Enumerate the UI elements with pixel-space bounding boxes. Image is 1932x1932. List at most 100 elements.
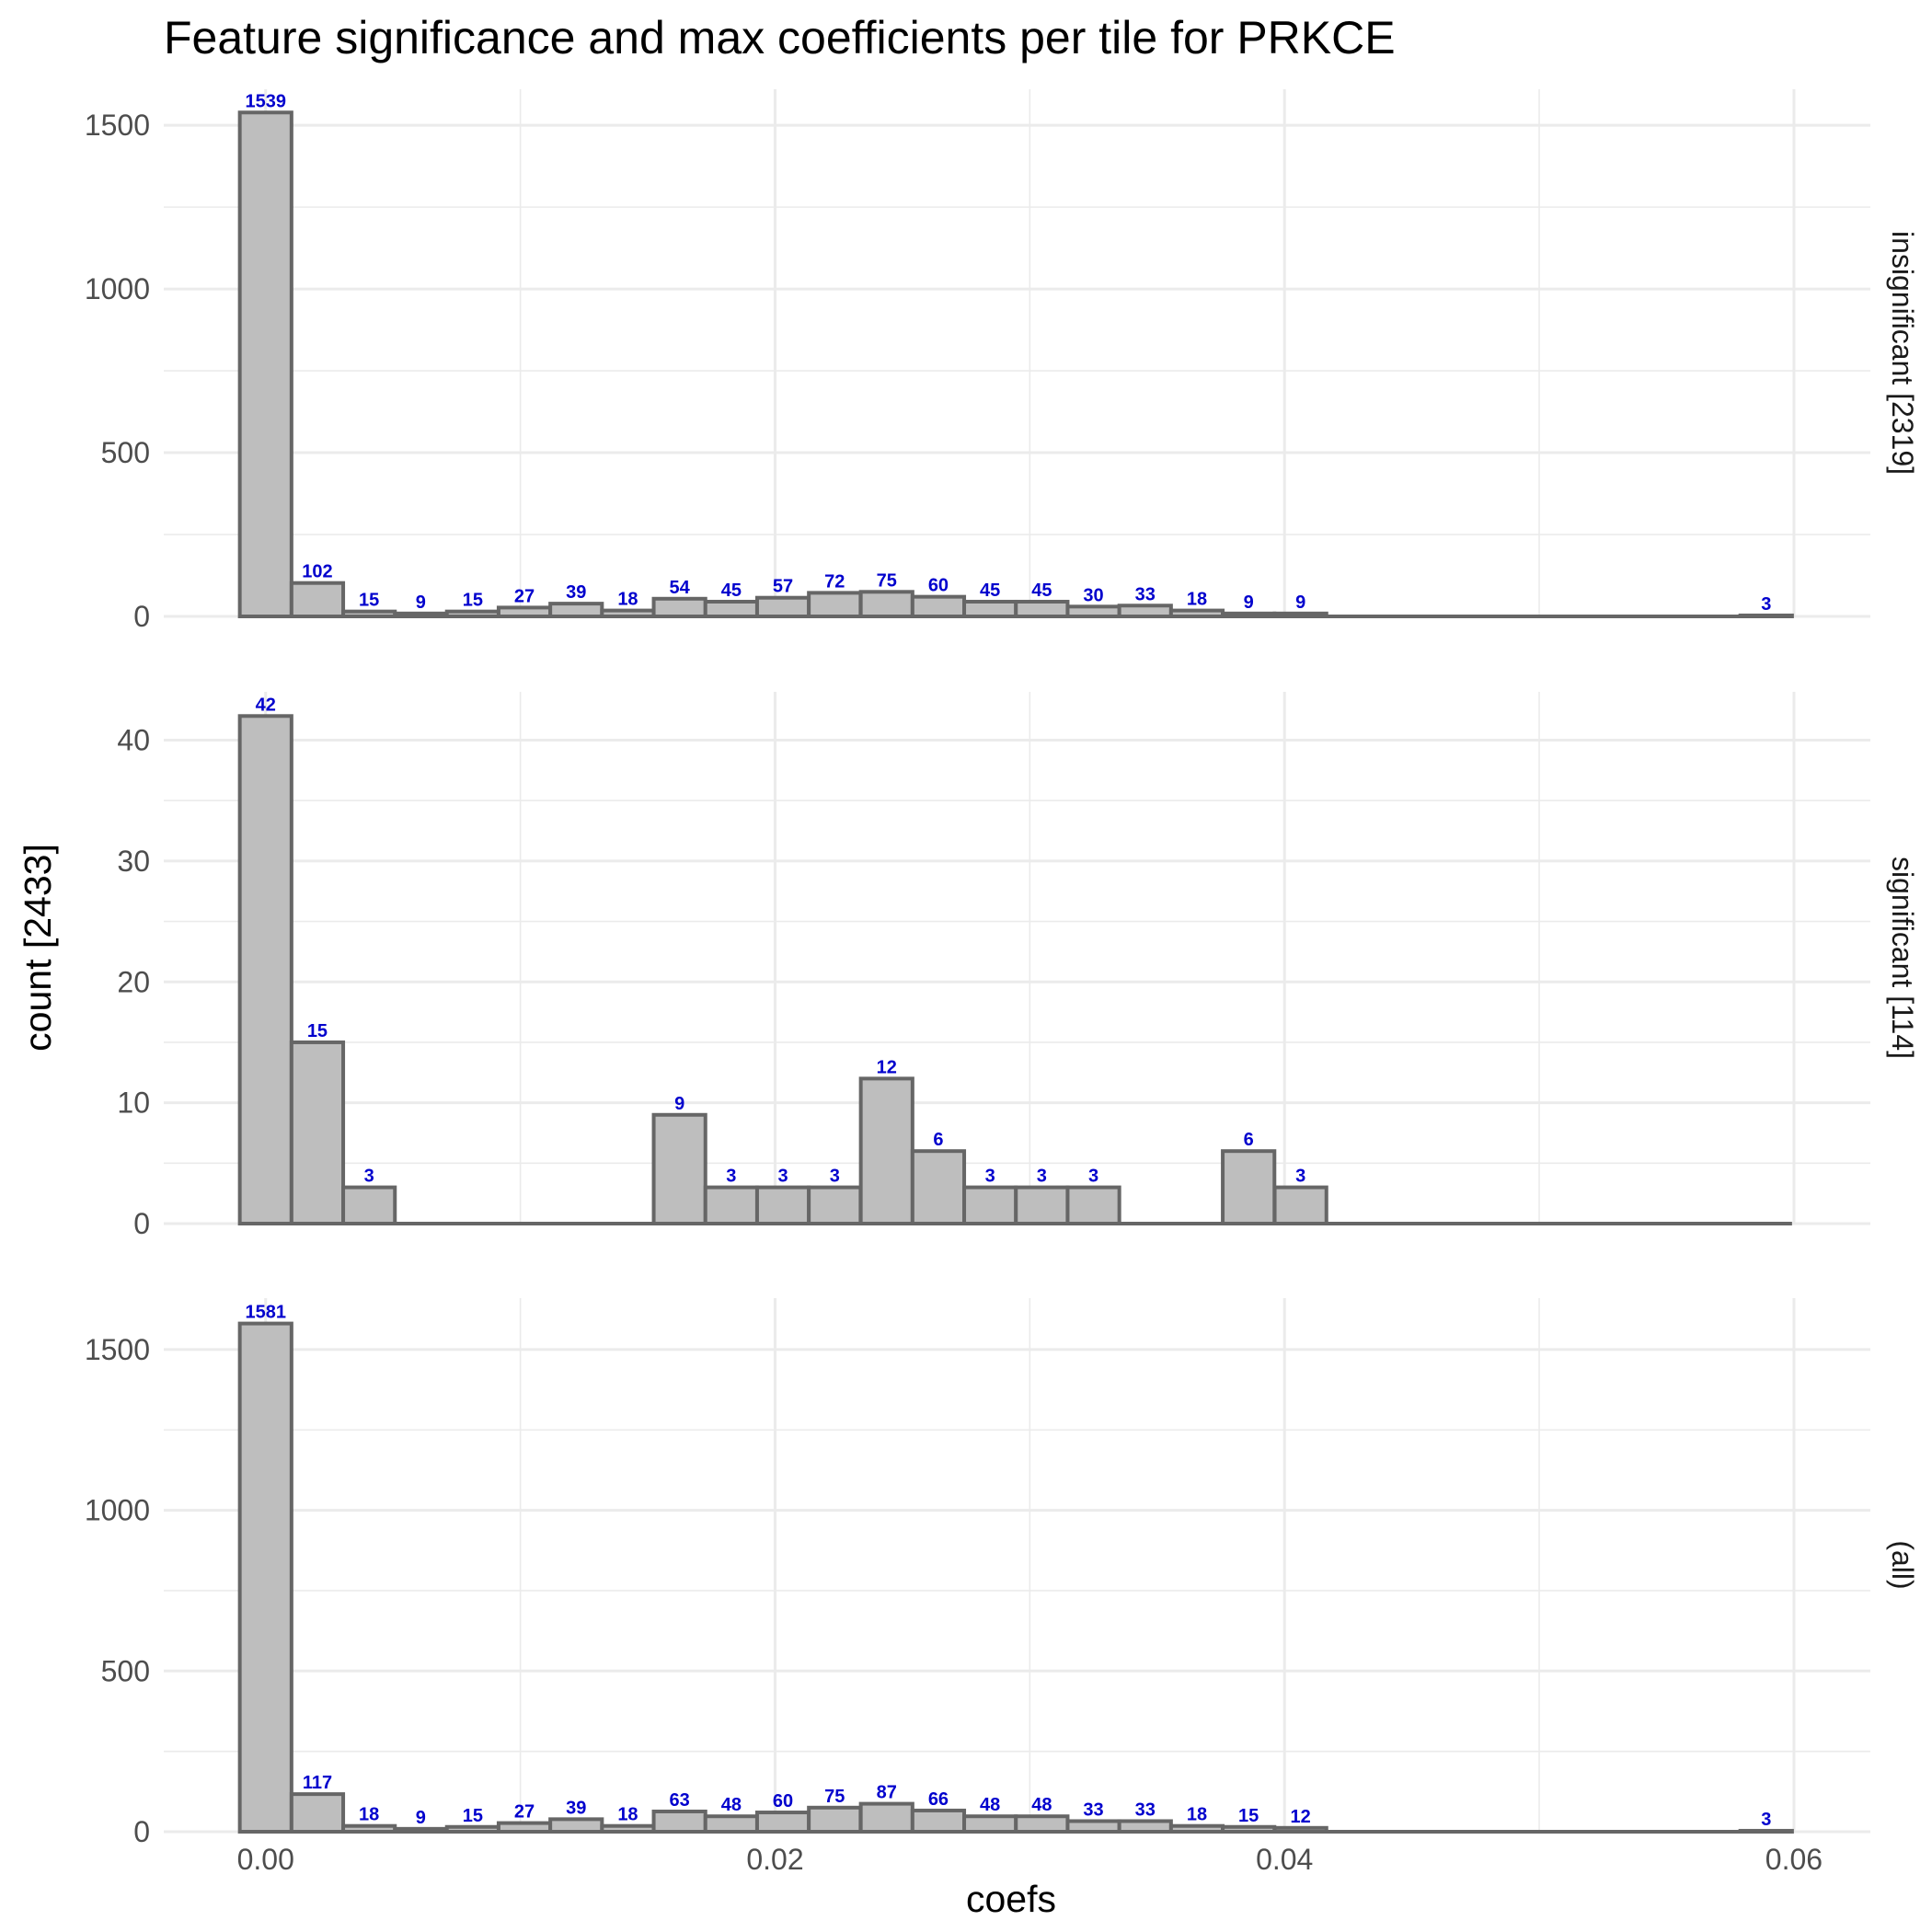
y-tick-label: 1500 (85, 1333, 150, 1366)
bar (703, 1814, 759, 1834)
x-tick-label: 0.06 (1765, 1843, 1823, 1876)
bar (444, 1824, 500, 1834)
bar (910, 1808, 967, 1834)
bar (600, 608, 656, 619)
panel-significant-114: 0 10 20 30 40 42 15 3 9 3 3 3 12 6 3 3 3 6 3 significant [1… (117, 692, 1919, 1240)
data-label: 45 (721, 581, 742, 601)
data-label: 3 (1761, 594, 1771, 615)
bar (1272, 611, 1328, 618)
bar (1738, 613, 1794, 619)
data-label: 18 (1187, 1805, 1207, 1825)
facet-strip-label: (all) (1886, 1540, 1919, 1589)
bar (496, 605, 553, 619)
y-tick-label: 0 (133, 600, 150, 633)
data-label: 15 (307, 1021, 328, 1041)
y-tick-label: 10 (117, 1087, 150, 1120)
data-label: 12 (1291, 1807, 1311, 1827)
data-label: 9 (1244, 592, 1254, 613)
bar (341, 1185, 397, 1226)
bar (289, 581, 346, 618)
facet-strip-label: significant [114] (1886, 857, 1919, 1059)
bar (1221, 611, 1277, 618)
data-label: 3 (985, 1167, 995, 1187)
panel-all: 0 500 1000 1500 1581 117 18 9 15 27 39 18 63 48 60 75 87… (85, 1298, 1919, 1848)
data-label: 42 (256, 695, 276, 715)
bar (910, 594, 967, 618)
x-tick-label: 0.04 (1256, 1843, 1313, 1876)
y-tick-label: 0 (133, 1815, 150, 1848)
data-label: 15 (463, 1806, 483, 1826)
y-tick-label: 500 (101, 436, 150, 469)
bar (1117, 1819, 1173, 1834)
data-label: 48 (1031, 1795, 1052, 1815)
data-label: 27 (514, 1802, 535, 1823)
data-label: 15 (359, 591, 379, 611)
bar (1221, 1149, 1277, 1225)
x-tick-label: 0.00 (237, 1843, 294, 1876)
bar (237, 110, 293, 619)
bar (858, 1076, 914, 1226)
bar (1117, 604, 1173, 618)
data-label: 9 (416, 592, 426, 613)
bar (496, 1821, 553, 1834)
data-label: 3 (1761, 1810, 1771, 1830)
data-label: 33 (1083, 1800, 1103, 1820)
y-tick-label: 1000 (85, 272, 150, 305)
bar (341, 1823, 397, 1834)
data-label: 3 (1037, 1167, 1047, 1187)
y-tick-label: 1500 (85, 109, 150, 142)
bar (754, 1185, 811, 1226)
bar (651, 1809, 707, 1834)
bar (1065, 1819, 1121, 1834)
data-label: 3 (1295, 1167, 1305, 1187)
data-label: 9 (1295, 592, 1305, 613)
bar (858, 590, 914, 618)
data-label: 39 (566, 1798, 586, 1818)
bar (1065, 1185, 1121, 1226)
y-tick-label: 0 (133, 1207, 150, 1240)
data-label: 3 (1088, 1167, 1098, 1187)
bar (393, 1826, 449, 1834)
data-label: 54 (670, 578, 691, 598)
y-tick-label: 40 (117, 724, 150, 757)
bar (962, 599, 1018, 619)
data-label: 3 (726, 1167, 736, 1187)
bar (548, 602, 604, 618)
data-label: 87 (877, 1783, 897, 1803)
data-label: 3 (364, 1167, 374, 1187)
data-label: 3 (777, 1167, 788, 1187)
bar (910, 1149, 967, 1225)
bar (754, 595, 811, 619)
x-axis-title: coefs (966, 1878, 1056, 1920)
data-label: 45 (980, 581, 1000, 601)
data-label: 6 (1244, 1130, 1254, 1150)
data-label: 75 (877, 570, 897, 591)
chart-title: Feature significance and max coefficient… (164, 12, 1396, 63)
bar (548, 1817, 604, 1834)
data-label: 15 (463, 591, 483, 611)
data-label: 60 (928, 576, 949, 596)
bar (962, 1814, 1018, 1834)
data-label: 9 (416, 1808, 426, 1828)
bar (1168, 608, 1225, 619)
data-label: 9 (674, 1094, 684, 1114)
data-label: 18 (1187, 590, 1207, 610)
bar (341, 609, 397, 619)
data-label: 102 (302, 562, 332, 582)
bar (703, 1185, 759, 1226)
bar (1014, 1814, 1070, 1834)
data-label: 15 (1238, 1806, 1259, 1826)
bar (1221, 1824, 1277, 1834)
data-label: 3 (830, 1167, 840, 1187)
y-tick-label: 30 (117, 845, 150, 878)
data-label: 33 (1135, 584, 1156, 604)
data-label: 72 (824, 571, 845, 592)
bar (651, 596, 707, 619)
y-tick-label: 500 (101, 1654, 150, 1687)
data-label: 75 (824, 1787, 845, 1807)
bar (651, 1112, 707, 1225)
